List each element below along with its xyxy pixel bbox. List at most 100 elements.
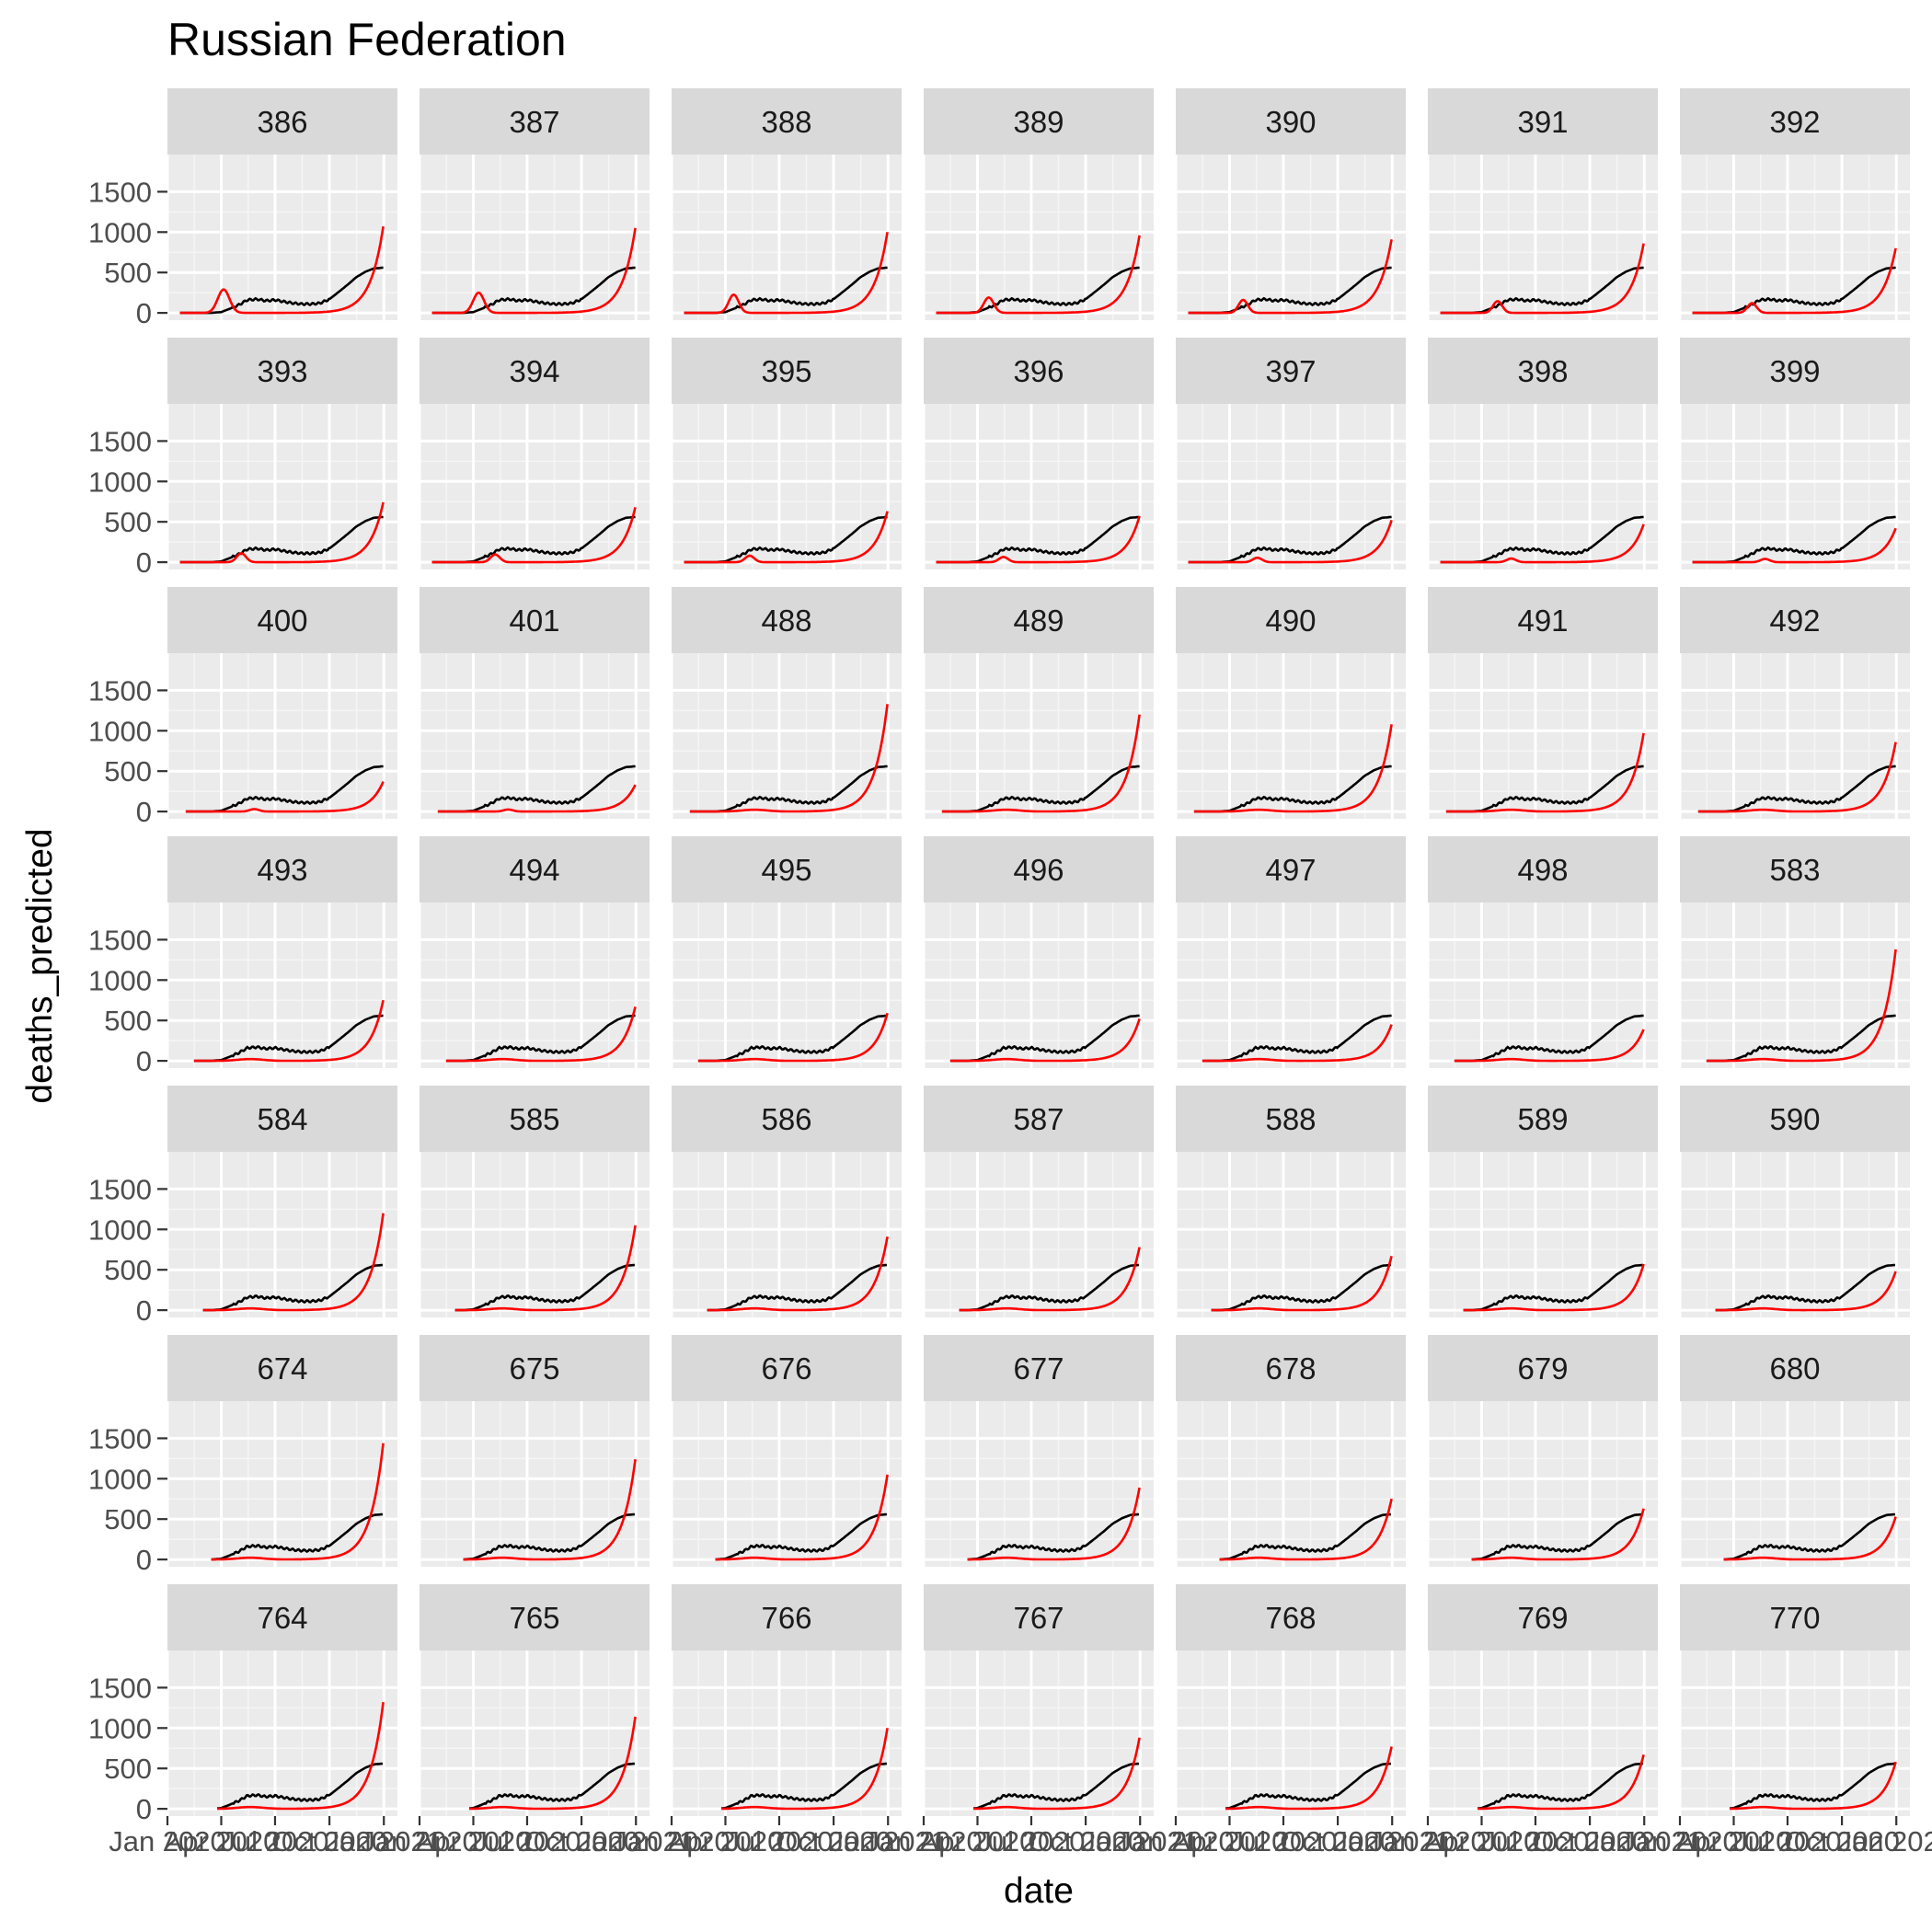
- x-tick-label: Apr 2020: [668, 1825, 784, 1857]
- facet-strip-label: 590: [1769, 1102, 1820, 1136]
- facet-panel-588: 588: [1174, 1086, 1406, 1317]
- observed-series-line: [1706, 1014, 1896, 1063]
- predicted-series-line: [1440, 243, 1645, 315]
- facet-panel-680: 680: [1678, 1335, 1910, 1567]
- observed-series-line: [715, 1512, 887, 1561]
- chart-title: Russian Federation: [167, 14, 567, 65]
- facet-strip-label: 498: [1517, 853, 1568, 887]
- predicted-series-line: [431, 227, 637, 315]
- x-tick-label: Apr 2020: [1424, 1825, 1540, 1857]
- predicted-series-line: [1478, 1754, 1645, 1811]
- predicted-series-line: [721, 1728, 889, 1811]
- facet-strip: [167, 587, 397, 653]
- x-tick-label: Apr 2020: [1172, 1825, 1288, 1857]
- panel-background: [1680, 155, 1910, 320]
- facet-strip-label: 389: [1013, 105, 1064, 139]
- x-tick-label: Jul 2020: [1733, 1825, 1841, 1857]
- facet-panel-401: 401: [418, 587, 650, 819]
- y-tick-label: 1500: [88, 1173, 152, 1205]
- x-tick-label: Jan 2021: [1333, 1825, 1451, 1857]
- facet-strip-label: 679: [1517, 1351, 1568, 1386]
- y-tick-label: 1000: [88, 1213, 152, 1246]
- y-tick-label: 1500: [88, 674, 152, 707]
- facet-strip-label: 770: [1769, 1601, 1820, 1635]
- y-tick-label: 1000: [88, 1712, 152, 1744]
- facet-strip: [1428, 836, 1658, 903]
- facet-panel-496: 496: [922, 836, 1154, 1068]
- facet-panel-399: 399: [1678, 338, 1910, 569]
- facet-strip: [420, 1335, 650, 1401]
- predicted-series-line: [1454, 1029, 1645, 1063]
- panel-background: [924, 1152, 1154, 1317]
- predicted-series-line: [1202, 1024, 1393, 1063]
- predicted-series-line: [1715, 1271, 1897, 1312]
- observed-series-line: [445, 1014, 636, 1063]
- x-tick-label: Oct 2020: [271, 1825, 387, 1857]
- x-tick-label: Apr 2020: [920, 1825, 1036, 1857]
- facet-panel-494: 494: [418, 836, 650, 1068]
- facet-panel-394: 394: [418, 338, 650, 569]
- panel-background: [1428, 155, 1658, 320]
- x-tick-label: Jan 2020: [613, 1825, 730, 1857]
- facet-strip-label: 391: [1517, 105, 1568, 139]
- predicted-series-line: [715, 1474, 889, 1561]
- predicted-series-line: [1188, 238, 1393, 315]
- facet-strip: [1680, 338, 1910, 404]
- facet-strip: [420, 338, 650, 404]
- predicted-series-line: [202, 1213, 385, 1312]
- facet-strip-label: 488: [761, 604, 811, 638]
- x-tick-label: Apr 2020: [164, 1825, 280, 1857]
- facet-panel-386: 386: [166, 88, 397, 320]
- facet-panel-677: 677: [922, 1335, 1154, 1567]
- observed-series-line: [1729, 1762, 1895, 1810]
- facet-panel-674: 674: [166, 1335, 397, 1567]
- predicted-series-line: [1463, 1263, 1645, 1312]
- facet-strip-label: 386: [257, 105, 307, 139]
- predicted-series-line: [1440, 523, 1645, 564]
- predicted-series-line: [936, 515, 1141, 564]
- facet-strip-label: 587: [1013, 1102, 1064, 1136]
- panel-background: [1680, 1650, 1910, 1816]
- facet-strip: [924, 338, 1154, 404]
- facet-strip: [1176, 587, 1406, 653]
- facet-strip-label: 401: [509, 604, 559, 638]
- y-tick-label: 0: [136, 546, 152, 579]
- y-tick-label: 500: [104, 1005, 152, 1037]
- observed-series-line: [454, 1263, 635, 1312]
- x-tick-label: Oct 2020: [523, 1825, 639, 1857]
- predicted-series-line: [959, 1247, 1141, 1312]
- y-tick-label: 1500: [88, 425, 152, 457]
- facet-panel-491: 491: [1426, 587, 1658, 819]
- predicted-series-line: [1706, 949, 1897, 1063]
- y-tick-label: 0: [136, 297, 152, 329]
- facet-strip-label: 493: [257, 853, 307, 887]
- predicted-series-line: [936, 235, 1141, 315]
- facet-strip: [672, 88, 902, 155]
- facet-strip-label: 765: [509, 1601, 559, 1635]
- panel-background: [167, 404, 397, 569]
- y-tick-label: 0: [136, 1045, 152, 1077]
- predicted-series-line: [1697, 742, 1897, 813]
- observed-series-line: [202, 1263, 383, 1312]
- panel-background: [1428, 1401, 1658, 1567]
- observed-series-line: [1219, 1512, 1391, 1561]
- x-tick-label: Jan 2020: [1621, 1825, 1739, 1857]
- facet-panel-490: 490: [1174, 587, 1406, 819]
- predicted-series-line: [1188, 519, 1393, 564]
- predicted-series-line: [1193, 724, 1393, 813]
- facet-panel-392: 392: [1678, 88, 1910, 320]
- predicted-series-line: [1471, 1508, 1645, 1561]
- facet-strip: [1680, 836, 1910, 903]
- predicted-series-line: [454, 1225, 637, 1312]
- facet-strip-label: 497: [1265, 853, 1316, 887]
- y-tick-label: 500: [104, 506, 152, 538]
- panel-background: [1680, 1152, 1910, 1317]
- facet-panel-390: 390: [1174, 88, 1406, 320]
- facet-strip-label: 766: [761, 1601, 811, 1635]
- facet-strip: [1176, 836, 1406, 903]
- x-tick-label: Jan 2021: [325, 1825, 443, 1857]
- x-tick-label: Jul 2020: [1481, 1825, 1589, 1857]
- observed-series-line: [720, 1762, 887, 1810]
- y-tick-label: 0: [136, 796, 152, 828]
